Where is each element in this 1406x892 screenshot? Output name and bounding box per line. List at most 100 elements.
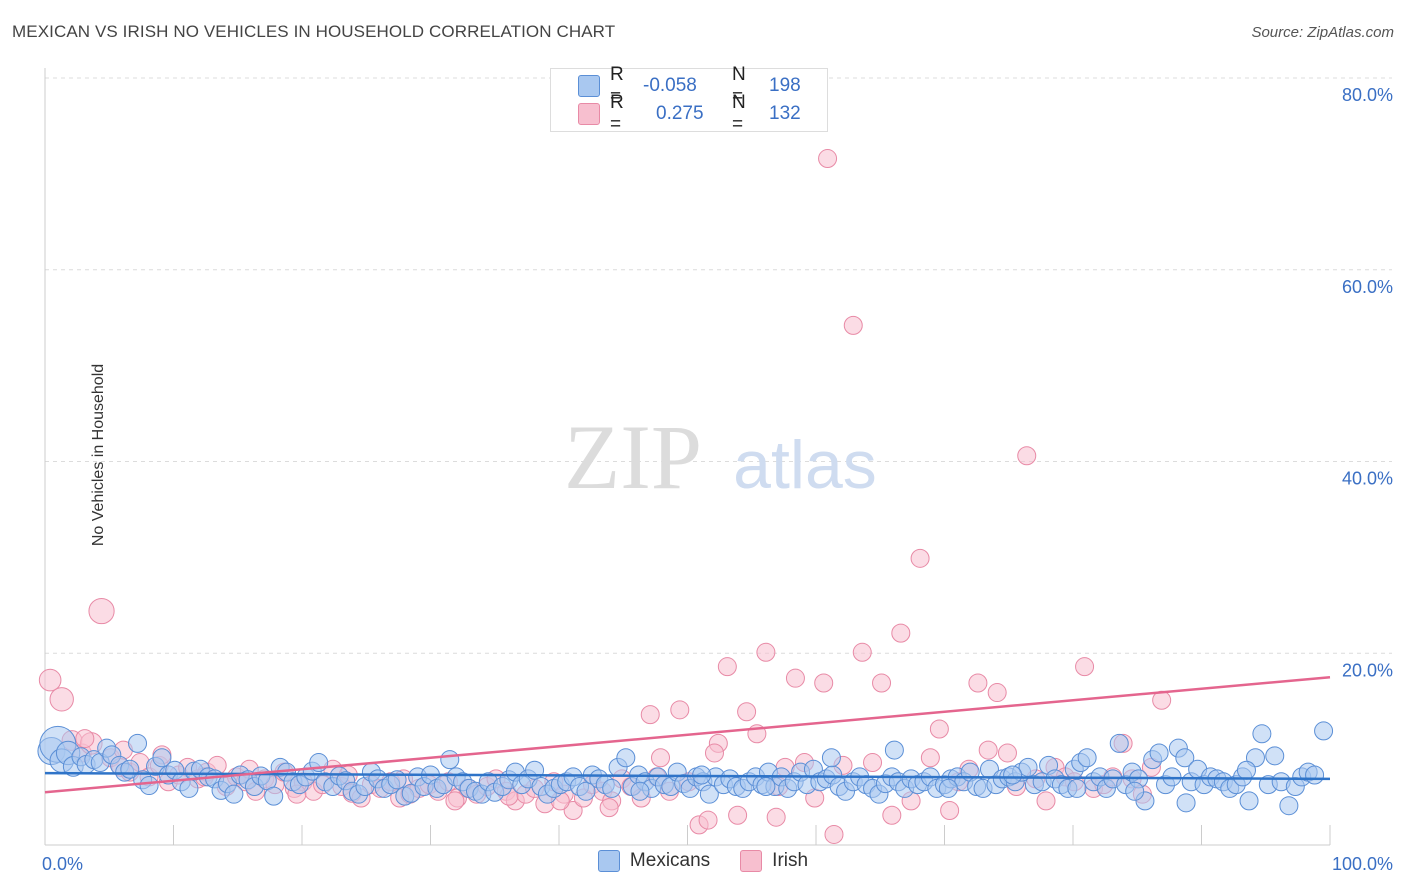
legend-item-mexicans[interactable]: Mexicans (597, 850, 711, 872)
irish-point (651, 748, 671, 768)
irish-point (863, 753, 883, 773)
mexican-point (152, 748, 172, 768)
irish-point (766, 807, 786, 827)
irish-point (785, 668, 805, 688)
mexican-point (1252, 724, 1272, 744)
irish-point (940, 800, 960, 820)
mexican-point (1265, 746, 1285, 766)
irish-point (38, 668, 62, 692)
irish-legend-swatch (740, 850, 763, 872)
irish-point (75, 729, 95, 749)
irish-point (920, 748, 940, 768)
irish-point (670, 700, 690, 720)
mexican-point (1003, 765, 1023, 785)
irish-point (756, 642, 776, 662)
y-tick-label: 40.0% (1342, 469, 1393, 489)
irish-r-value: 0.275 (656, 103, 704, 124)
irish-point (872, 673, 892, 693)
irish-point (445, 791, 465, 811)
irish-point (882, 805, 902, 825)
mexican-point (1149, 743, 1169, 763)
source-label: Source: ZipAtlas.com (1251, 24, 1394, 41)
mexican-point (1279, 796, 1299, 816)
mexican-point (699, 784, 719, 804)
mexican-point (179, 778, 199, 798)
mexican-point (1239, 791, 1259, 811)
irish-point (49, 687, 74, 712)
irish-point (1017, 446, 1037, 466)
mexican-point (884, 740, 904, 760)
irish-n-value: 132 (769, 103, 801, 124)
irish-point (818, 149, 838, 169)
mexican-point (440, 750, 460, 770)
mexican-point (576, 781, 596, 801)
irish-trend-line (44, 675, 1331, 794)
r-label: R = (610, 64, 624, 107)
irish-point (563, 800, 583, 820)
mexican-point (1109, 733, 1129, 753)
x-tick-label: 100.0% (1332, 854, 1393, 874)
irish-point (891, 623, 911, 643)
irish-point (1036, 791, 1056, 811)
mexican-point (139, 776, 159, 796)
mexican-point (938, 778, 958, 798)
mexican-point (1176, 793, 1196, 813)
mexican-point (224, 784, 244, 804)
chart-title: MEXICAN VS IRISH NO VEHICLES IN HOUSEHOL… (12, 22, 616, 41)
irish-point (704, 743, 724, 763)
legend-label-irish: Irish (772, 850, 809, 871)
mexican-point (630, 781, 650, 801)
watermark-zip: ZIP (564, 406, 702, 508)
irish-point (640, 705, 660, 725)
mexican-point (821, 748, 841, 768)
irish-point (852, 642, 872, 662)
y-tick-label: 80.0% (1342, 85, 1393, 105)
mexican-point (602, 778, 622, 798)
irish-point (843, 315, 863, 335)
x-tick-label: 0.0% (42, 854, 83, 874)
mexican-point (1067, 778, 1087, 798)
irish-point (88, 597, 115, 625)
irish-point (978, 740, 998, 760)
mexicans-r-value: -0.058 (643, 75, 697, 96)
legend-label-mexicans: Mexicans (629, 850, 711, 871)
mexican-point (1175, 748, 1195, 768)
mexicans-n-value: 198 (769, 75, 801, 96)
y-tick-label: 20.0% (1342, 660, 1393, 680)
trend-lines (44, 675, 1331, 794)
mexican-point (264, 786, 284, 806)
stats-box: R = -0.058 N = 198 R = 0.275 N = 132 (550, 64, 828, 135)
mexicans-swatch (578, 75, 600, 97)
n-label: N = (732, 64, 746, 107)
mexican-point (1314, 721, 1334, 741)
irish-point (910, 548, 930, 568)
irish-point (599, 798, 619, 818)
mexican-point (1305, 765, 1325, 785)
mexican-point (1125, 781, 1145, 801)
irish-point (737, 702, 757, 722)
irish-point (929, 719, 949, 739)
irish-point (987, 683, 1007, 703)
n-label: N = (732, 92, 746, 135)
axes (44, 68, 1331, 846)
irish-point (698, 810, 718, 830)
watermark-atlas: atlas (733, 427, 877, 503)
r-label: R = (610, 92, 624, 135)
tick-labels: 20.0% 40.0% 60.0% 80.0% 0.0% 100.0% (42, 85, 1393, 874)
legend-item-irish[interactable]: Irish (740, 850, 808, 872)
irish-point (814, 673, 834, 693)
y-tick-label: 60.0% (1342, 277, 1393, 297)
irish-point (1075, 657, 1095, 677)
legend: Mexicans Irish (0, 850, 1406, 872)
irish-swatch (578, 103, 600, 125)
irish-point (824, 824, 844, 844)
irish-point (717, 657, 737, 677)
mexican-point (756, 777, 776, 797)
mexican-point (128, 733, 148, 753)
irish-point (728, 805, 748, 825)
mexican-point (1077, 748, 1097, 768)
irish-point (997, 743, 1017, 763)
mexican-point (1236, 760, 1256, 780)
mexicans-legend-swatch (597, 850, 620, 872)
